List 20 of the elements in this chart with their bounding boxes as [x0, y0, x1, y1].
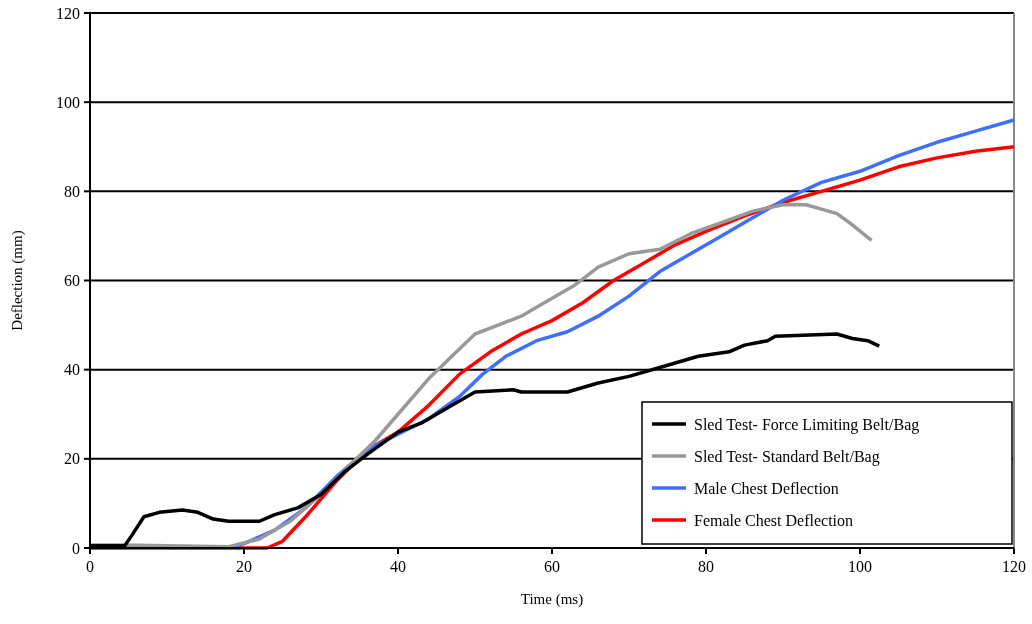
legend-label: Male Chest Deflection: [694, 479, 839, 497]
x-tick-label: 60: [544, 558, 560, 575]
x-tick-label: 80: [698, 558, 714, 575]
y-tick-label: 40: [64, 361, 80, 379]
y-tick-label: 0: [72, 539, 80, 557]
x-tick-label: 0: [86, 558, 94, 575]
y-axis-title: Deflection (mm): [9, 230, 26, 331]
legend-label: Female Chest Deflection: [694, 511, 854, 529]
x-tick-label: 100: [848, 558, 872, 575]
x-axis-title: Time (ms): [520, 591, 584, 608]
y-tick-label: 80: [64, 182, 80, 200]
x-tick-label: 40: [390, 558, 406, 575]
y-tick-label: 120: [56, 4, 80, 22]
legend-label: Sled Test- Force Limiting Belt/Bag: [694, 415, 920, 434]
y-tick-label: 100: [56, 93, 80, 111]
y-tick-label: 20: [64, 450, 80, 468]
x-tick-label: 120: [1002, 558, 1026, 575]
x-tick-label: 20: [236, 558, 252, 575]
y-tick-label: 60: [64, 272, 80, 290]
legend-label: Sled Test- Standard Belt/Bag: [694, 447, 880, 466]
